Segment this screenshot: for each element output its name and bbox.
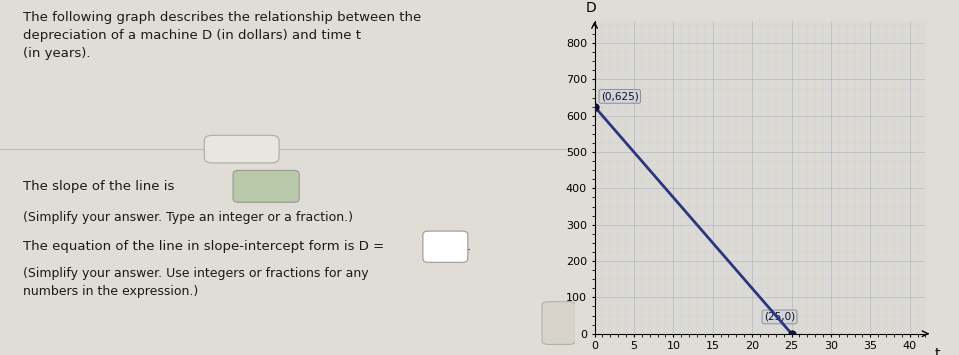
Text: -25: -25 — [254, 180, 278, 193]
FancyBboxPatch shape — [423, 231, 468, 262]
Text: .: . — [467, 240, 471, 253]
FancyBboxPatch shape — [233, 170, 299, 202]
Text: (Simplify your answer. Use integers or fractions for any
numbers in the expressi: (Simplify your answer. Use integers or f… — [23, 267, 368, 298]
Text: (Simplify your answer. Type an integer or a fraction.): (Simplify your answer. Type an integer o… — [23, 211, 353, 224]
Text: t: t — [934, 347, 940, 355]
Text: ·
·
·: · · · — [557, 313, 560, 333]
Text: The equation of the line in slope-intercept form is D =: The equation of the line in slope-interc… — [23, 240, 388, 253]
FancyBboxPatch shape — [542, 302, 575, 344]
FancyBboxPatch shape — [204, 135, 279, 163]
Text: ···: ··· — [236, 144, 247, 154]
Text: The following graph describes the relationship between the
depreciation of a mac: The following graph describes the relati… — [23, 11, 421, 60]
Text: D: D — [585, 1, 596, 15]
Text: (0,625): (0,625) — [601, 91, 639, 102]
Text: The slope of the line is: The slope of the line is — [23, 180, 178, 193]
Text: (25,0): (25,0) — [764, 312, 795, 322]
